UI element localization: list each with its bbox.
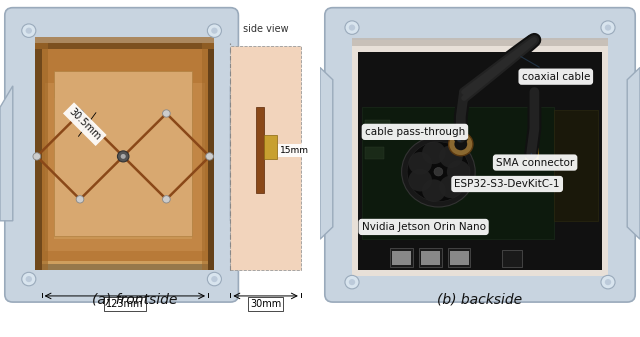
Text: side view: side view (243, 24, 289, 34)
Text: 123mm: 123mm (106, 299, 143, 309)
Circle shape (33, 153, 41, 160)
Circle shape (206, 153, 214, 160)
Circle shape (163, 110, 170, 117)
Bar (45, 83, 205, 251)
Text: SMA connector: SMA connector (496, 153, 574, 167)
Circle shape (345, 21, 359, 34)
Circle shape (349, 25, 355, 31)
Bar (362, 107, 554, 239)
Circle shape (76, 196, 84, 203)
Circle shape (439, 145, 463, 168)
Bar (54, 98, 192, 239)
Circle shape (527, 150, 535, 157)
Text: 30mm: 30mm (250, 299, 281, 309)
FancyBboxPatch shape (325, 8, 636, 302)
Text: (b) backside: (b) backside (437, 293, 523, 307)
Circle shape (601, 21, 615, 34)
Bar (365, 120, 390, 135)
Bar (450, 251, 468, 265)
Circle shape (76, 110, 84, 117)
Bar (202, 43, 214, 270)
Circle shape (422, 179, 445, 202)
Bar (365, 147, 384, 159)
Bar (35, 43, 214, 270)
Text: (a) frontside: (a) frontside (92, 293, 177, 307)
Polygon shape (320, 67, 333, 239)
Text: 15mm: 15mm (280, 146, 309, 155)
Bar (54, 70, 192, 236)
Polygon shape (627, 67, 640, 239)
Text: ESP32-S3-DevKitC-1: ESP32-S3-DevKitC-1 (454, 178, 560, 189)
Bar (392, 251, 412, 265)
Circle shape (26, 276, 32, 282)
Circle shape (207, 24, 221, 37)
Circle shape (120, 154, 125, 159)
Bar (448, 248, 470, 267)
Circle shape (26, 28, 32, 34)
Circle shape (22, 272, 36, 286)
Circle shape (163, 196, 170, 203)
Polygon shape (0, 86, 13, 221)
Bar (525, 147, 538, 159)
Bar (42, 261, 208, 270)
Circle shape (345, 275, 359, 289)
Circle shape (207, 272, 221, 286)
Circle shape (349, 279, 355, 285)
Circle shape (407, 142, 470, 202)
Bar (358, 52, 602, 270)
Bar (352, 38, 608, 46)
Bar (35, 43, 48, 270)
Bar (230, 46, 301, 270)
Bar (352, 40, 608, 276)
Bar (554, 111, 598, 221)
Circle shape (449, 132, 473, 156)
Circle shape (434, 167, 443, 176)
Text: cable pass-through: cable pass-through (365, 127, 465, 141)
Bar (421, 251, 440, 265)
Circle shape (408, 152, 432, 175)
Circle shape (605, 25, 611, 31)
Circle shape (211, 276, 218, 282)
Bar (264, 135, 277, 159)
Bar (502, 250, 522, 267)
Circle shape (422, 142, 445, 164)
Circle shape (22, 24, 36, 37)
Circle shape (211, 28, 218, 34)
Circle shape (447, 160, 470, 183)
Circle shape (402, 136, 475, 207)
Bar (419, 248, 442, 267)
Bar (390, 248, 413, 267)
Circle shape (601, 275, 615, 289)
Bar (35, 37, 214, 49)
Circle shape (408, 169, 432, 191)
Bar (42, 49, 208, 264)
Text: Nvidia Jetson Orin Nano: Nvidia Jetson Orin Nano (362, 222, 486, 232)
Bar (256, 107, 264, 193)
Polygon shape (230, 86, 243, 221)
Circle shape (605, 279, 611, 285)
Text: 30.5mm: 30.5mm (67, 106, 102, 142)
Circle shape (439, 176, 463, 198)
Circle shape (118, 151, 129, 162)
Circle shape (454, 138, 467, 150)
Text: coaxial cable: coaxial cable (521, 57, 590, 82)
FancyBboxPatch shape (5, 8, 239, 302)
